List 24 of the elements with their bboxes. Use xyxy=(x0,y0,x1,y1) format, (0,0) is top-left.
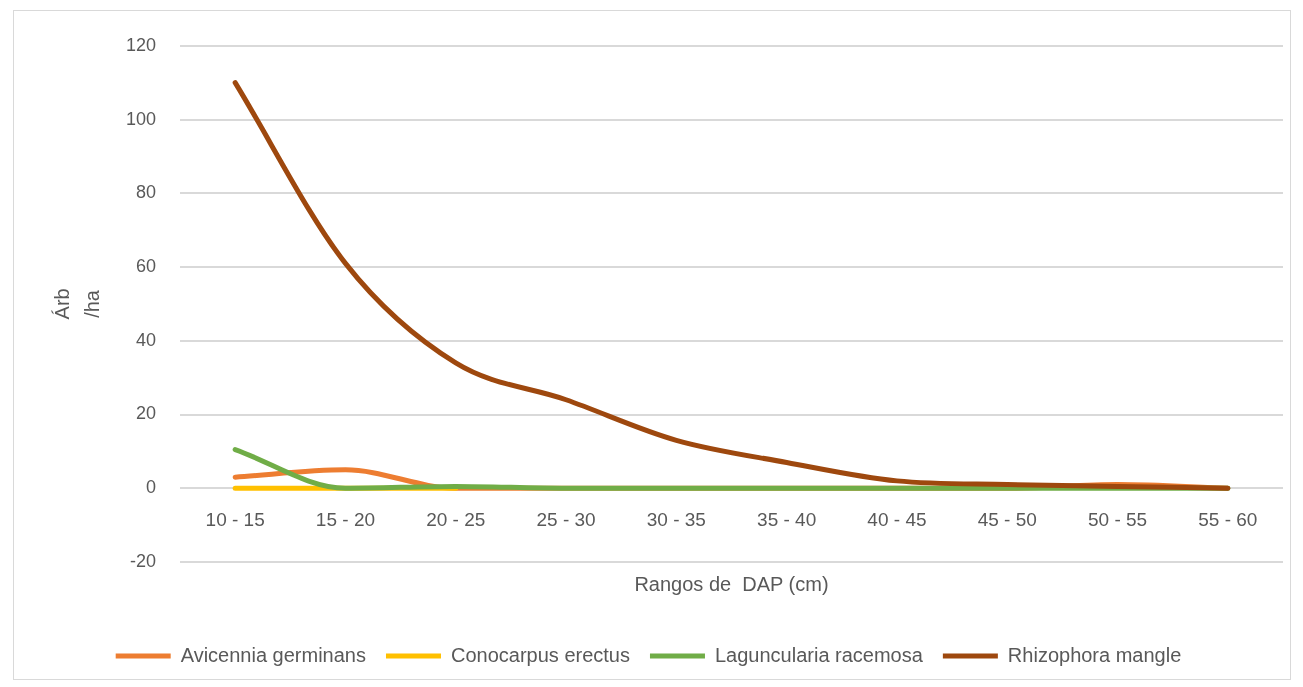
y-tick-label: 0 xyxy=(145,477,156,498)
x-tick-label: 20 - 25 xyxy=(426,508,486,530)
y-tick-label: 20 xyxy=(135,403,156,424)
x-tick-label: 35 - 40 xyxy=(757,508,817,530)
y-tick-label: 80 xyxy=(135,182,156,203)
x-tick-label: 25 - 30 xyxy=(536,508,596,530)
x-tick-label: 30 - 35 xyxy=(646,508,706,530)
y-tick-label: 60 xyxy=(135,256,156,276)
y-tick-label: 100 xyxy=(125,108,156,129)
x-tick-label: 55 - 60 xyxy=(1198,508,1258,530)
x-tick-label: 45 - 50 xyxy=(977,508,1037,530)
x-tick-label: 10 - 15 xyxy=(205,508,265,530)
x-tick-label: 15 - 20 xyxy=(315,508,376,530)
legend-label: Conocarpus erectus xyxy=(450,643,630,666)
legend-label: Laguncularia racemosa xyxy=(714,643,924,666)
x-tick-label: 50 - 55 xyxy=(1087,508,1148,530)
y-tick-label: 40 xyxy=(135,329,156,350)
legend-label: Avicennia germinans xyxy=(180,643,366,666)
x-axis-title: Rangos de DAP (cm) xyxy=(634,572,829,595)
y-tick-label: 120 xyxy=(125,34,156,55)
y-tick-label: -20 xyxy=(129,550,156,571)
x-tick-label: 40 - 45 xyxy=(867,508,927,530)
legend-label: Rhizophora mangle xyxy=(1007,643,1182,666)
y-axis-title: Árb /ha xyxy=(50,288,103,320)
